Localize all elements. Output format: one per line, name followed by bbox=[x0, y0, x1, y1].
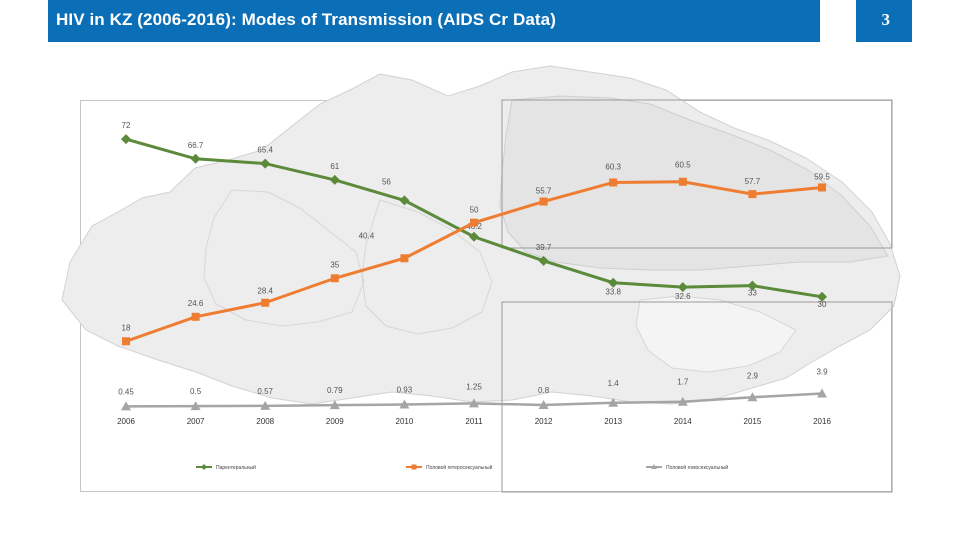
data-point bbox=[748, 190, 757, 199]
series-layer: 7266.765.4615646.239.733.832.633301824.6… bbox=[118, 121, 830, 411]
data-label: 57.7 bbox=[745, 177, 761, 186]
legend-marker bbox=[411, 464, 417, 470]
data-point bbox=[818, 183, 826, 192]
data-point bbox=[121, 134, 131, 145]
data-point bbox=[608, 277, 619, 288]
data-label: 65.4 bbox=[257, 146, 273, 155]
data-label: 0.45 bbox=[118, 387, 134, 396]
map-inset-frame bbox=[501, 99, 893, 249]
series-3: 0.45 0.5 0.57 0.79 0.93 1.25 0.8 1.4 1.7 2.9 3.9 bbox=[118, 368, 828, 411]
data-label: 61 bbox=[330, 162, 339, 171]
data-label: 3.9 bbox=[816, 368, 828, 377]
x-tick-label: 2015 bbox=[744, 417, 762, 426]
slide-title: HIV in KZ (2006-2016): Modes of Transmis… bbox=[56, 10, 556, 29]
data-label: 55.7 bbox=[536, 187, 552, 196]
data-point bbox=[538, 255, 549, 266]
page-number-box: 3 bbox=[856, 0, 912, 42]
data-point bbox=[678, 177, 687, 186]
data-label: 32.6 bbox=[675, 292, 691, 301]
data-label: 0.79 bbox=[327, 386, 343, 395]
x-tick-label: 2014 bbox=[674, 417, 692, 426]
data-point bbox=[399, 195, 410, 206]
data-label: 33 bbox=[748, 289, 757, 298]
data-label: 1.4 bbox=[608, 379, 620, 388]
data-label: 59.5 bbox=[814, 172, 830, 181]
data-label: 1.7 bbox=[677, 378, 689, 387]
data-point bbox=[609, 178, 618, 187]
data-point bbox=[677, 282, 688, 293]
data-label: 35 bbox=[330, 260, 339, 269]
kazakhstan-map-icon bbox=[61, 65, 901, 405]
x-tick-label: 2006 bbox=[117, 417, 135, 426]
x-tick-label: 2010 bbox=[396, 417, 414, 426]
data-point bbox=[121, 401, 131, 411]
data-point bbox=[817, 291, 827, 302]
data-point bbox=[470, 218, 478, 227]
legend-label: Половой гомосексуальный bbox=[666, 464, 728, 471]
data-point bbox=[747, 392, 758, 402]
legend-item: Половой гомосексуальный bbox=[646, 464, 728, 471]
series-2: 18 24.6 28.4 35 40.4 50 55.7 60.3 60.5 57.7 59.5 bbox=[122, 161, 830, 346]
data-point bbox=[190, 153, 201, 164]
data-label: 60.5 bbox=[675, 161, 691, 170]
data-label: 66.7 bbox=[188, 141, 204, 150]
x-tick-label: 2011 bbox=[465, 417, 483, 426]
data-label: 18 bbox=[122, 323, 131, 332]
data-label: 2.9 bbox=[747, 371, 759, 380]
data-point bbox=[261, 298, 270, 307]
legend-item: Парентеральный bbox=[196, 464, 256, 471]
data-label: 72 bbox=[122, 121, 131, 130]
data-point bbox=[329, 400, 340, 410]
data-point bbox=[330, 274, 339, 283]
data-point bbox=[260, 400, 271, 410]
data-point bbox=[677, 396, 688, 406]
x-tick-label: 2007 bbox=[187, 417, 205, 426]
data-label: 60.3 bbox=[605, 162, 621, 171]
data-label: 30 bbox=[818, 300, 827, 309]
data-label: 1.25 bbox=[466, 382, 482, 391]
x-tick-label: 2013 bbox=[604, 417, 622, 426]
legend-item: Половой гетеросексуальный bbox=[406, 464, 493, 471]
data-label: 0.8 bbox=[538, 386, 550, 395]
x-tick-label: 2012 bbox=[535, 417, 553, 426]
data-point bbox=[817, 388, 827, 398]
data-point bbox=[399, 399, 410, 409]
data-point bbox=[539, 197, 548, 206]
x-axis: 2006 2007 2008 2009 2010 2011 2012 2013 2014 2015… bbox=[117, 417, 831, 426]
x-tick-label: 2008 bbox=[256, 417, 274, 426]
slide-header: HIV in KZ (2006-2016): Modes of Transmis… bbox=[48, 0, 820, 42]
data-label: 0.5 bbox=[190, 387, 202, 396]
data-point bbox=[329, 174, 340, 185]
data-label: 28.4 bbox=[257, 287, 273, 296]
data-point bbox=[608, 397, 619, 407]
data-point bbox=[747, 280, 758, 291]
data-point bbox=[400, 254, 409, 263]
data-label: 56 bbox=[382, 177, 391, 186]
data-point bbox=[190, 401, 201, 411]
data-label: 50 bbox=[470, 206, 479, 215]
data-label: 0.93 bbox=[397, 386, 413, 395]
legend-marker bbox=[201, 464, 207, 470]
legend: Парентеральный Половой гетеросексуальный П… bbox=[196, 464, 728, 471]
data-label: 0.57 bbox=[257, 387, 273, 396]
data-point bbox=[538, 400, 549, 410]
data-label: 24.6 bbox=[188, 299, 204, 308]
data-label: 40.4 bbox=[359, 231, 375, 240]
data-point bbox=[469, 231, 479, 242]
data-label: 33.8 bbox=[605, 288, 621, 297]
data-point bbox=[260, 158, 271, 169]
data-point bbox=[122, 337, 130, 346]
legend-label: Парентеральный bbox=[216, 464, 256, 471]
data-label: 39.7 bbox=[536, 243, 552, 252]
legend-marker bbox=[651, 464, 657, 469]
data-point bbox=[469, 398, 479, 408]
data-point bbox=[191, 312, 200, 321]
page-number: 3 bbox=[881, 10, 891, 29]
legend-label: Половой гетеросексуальный bbox=[426, 464, 493, 471]
x-tick-label: 2016 bbox=[813, 417, 831, 426]
map-inset-frame-lower bbox=[501, 301, 893, 493]
x-tick-label: 2009 bbox=[326, 417, 344, 426]
